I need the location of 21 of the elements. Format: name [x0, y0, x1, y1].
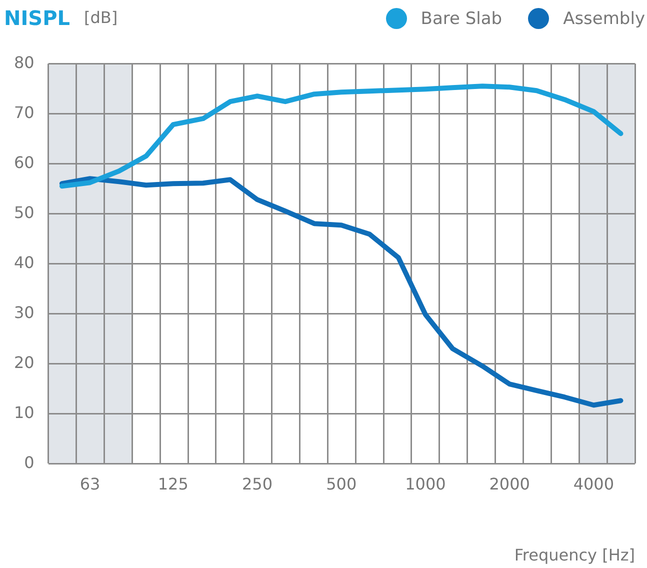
y-tick-label: 30 [14, 302, 34, 322]
x-axis-title: Frequency [Hz] [514, 546, 635, 565]
y-tick-label: 0 [24, 452, 34, 472]
y-tick-label: 60 [14, 152, 34, 172]
x-tick-label: 250 [242, 474, 273, 494]
y-tick-label: 80 [14, 52, 34, 72]
y-tick-label: 20 [14, 352, 34, 372]
y-tick-label: 10 [14, 402, 34, 422]
x-tick-label: 1000 [405, 474, 446, 494]
x-tick-label: 63 [80, 474, 100, 494]
y-tick-label: 70 [14, 102, 34, 122]
legend-label: Bare Slab [420, 8, 502, 28]
legend-label: Assembly [563, 8, 645, 28]
y-axis-title: [dB] [84, 8, 118, 27]
y-tick-label: 50 [14, 202, 34, 222]
chart-title: NISPL [4, 6, 70, 30]
x-tick-label: 125 [158, 474, 188, 494]
x-tick-label: 2000 [489, 474, 530, 494]
x-tick-label: 4000 [573, 474, 614, 494]
x-tick-label: 500 [326, 474, 357, 494]
y-tick-label: 40 [14, 252, 34, 272]
